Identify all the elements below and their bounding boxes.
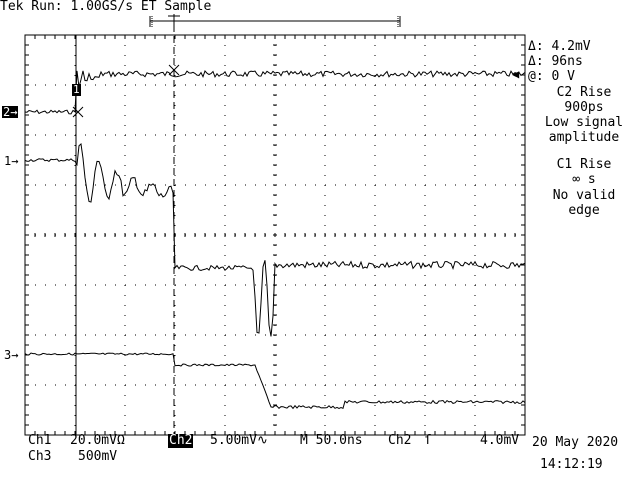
date: 20 May 2020 [532, 435, 619, 450]
measurement-2-note: No valid [552, 188, 616, 203]
cursor-lines[interactable] [72, 14, 180, 435]
cursor-delta-t: Δ: 96ns [528, 54, 583, 69]
ch1-ground-marker[interactable]: 1→ [4, 154, 19, 168]
measurement-1-note: Low signal [544, 115, 624, 130]
ch3-trace [24, 352, 526, 410]
ch3-label: Ch3 [28, 449, 52, 464]
cursor-at: @: 0 V [528, 69, 575, 84]
trigger-slope-icon: ſ [424, 433, 432, 448]
ch1-trace [24, 142, 526, 337]
ch1-label: Ch1 [28, 433, 52, 448]
measurement-1-title: C2 Rise [556, 85, 612, 100]
cursor-delta-v: Δ: 4.2mV [528, 39, 591, 54]
ch1-position-flag: 1 [72, 83, 81, 96]
measurement-2-note2: edge [568, 203, 600, 218]
acquisition-status: Tek Run: 1.00GS/s ET Sample [0, 0, 212, 14]
ch2-label[interactable]: Ch2 [168, 433, 194, 448]
measurement-2-value: ∞ s [572, 172, 596, 187]
time: 14:12:19 [540, 457, 603, 472]
waveform-traces [24, 70, 526, 410]
ch1-scale: 20.0mVΩ [70, 433, 125, 448]
timebase: M 50.0ns [300, 433, 363, 448]
ch2-trace [24, 70, 526, 115]
record-window-indicator [149, 15, 401, 27]
measurement-2-title: C1 Rise [556, 157, 612, 172]
trigger-level: 4.0mV [480, 433, 520, 448]
cursor-mark [72, 106, 84, 118]
measurement-1-note2: amplitude [548, 130, 620, 145]
trigger-source: Ch2 [388, 433, 412, 448]
ch3-ground-marker[interactable]: 3→ [4, 348, 19, 362]
trigger-level-marker: ◀ [512, 67, 520, 81]
ch3-scale: 500mV [78, 449, 118, 464]
cursor-mark [168, 64, 180, 76]
graticule [24, 34, 526, 436]
measurement-1-value: 900ps [564, 100, 604, 115]
ch2-ground-marker[interactable]: 2→ [2, 105, 19, 119]
ch2-scale: 5.00mV∿ [210, 433, 268, 448]
